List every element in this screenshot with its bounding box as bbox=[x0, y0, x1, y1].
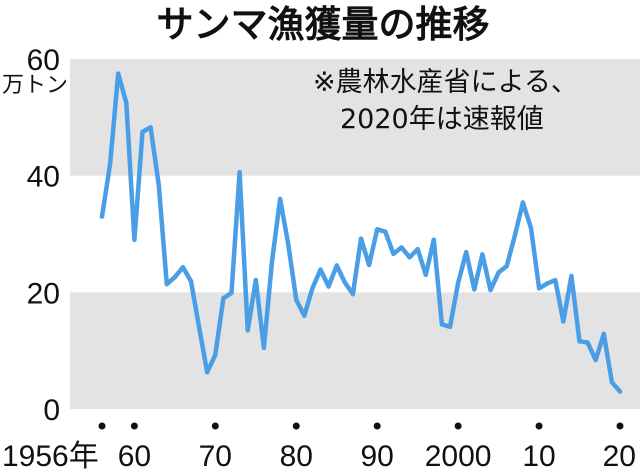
y-axis-ticks: 0 20 40 60 bbox=[27, 44, 60, 427]
data-point bbox=[326, 284, 331, 289]
data-point bbox=[318, 267, 323, 272]
data-point bbox=[302, 313, 307, 318]
data-point bbox=[196, 325, 202, 330]
y-tick-label: 0 bbox=[43, 394, 60, 427]
data-point bbox=[439, 322, 445, 327]
data-point bbox=[285, 241, 291, 247]
data-point bbox=[245, 328, 250, 333]
series-layer bbox=[99, 71, 623, 394]
data-point bbox=[366, 262, 372, 268]
data-point bbox=[342, 280, 348, 285]
data-point bbox=[277, 196, 283, 202]
band-0 bbox=[70, 292, 640, 409]
x-tick-label: 90 bbox=[361, 440, 394, 473]
data-point bbox=[334, 263, 339, 268]
data-point bbox=[480, 252, 485, 257]
y-tick-label: 20 bbox=[27, 277, 60, 310]
data-point bbox=[164, 281, 169, 287]
data-point bbox=[577, 339, 582, 344]
x-tick-mark bbox=[535, 422, 543, 430]
data-point bbox=[561, 319, 566, 324]
source-note: ※農林水産省による、 2020年は速報値 bbox=[313, 67, 578, 135]
data-point bbox=[504, 263, 509, 269]
data-point bbox=[593, 357, 598, 363]
data-point bbox=[115, 71, 121, 76]
data-point bbox=[294, 297, 299, 303]
data-point bbox=[528, 225, 534, 231]
x-tick-mark bbox=[98, 422, 106, 430]
background-bands bbox=[70, 59, 640, 409]
data-point bbox=[237, 169, 242, 175]
data-point bbox=[213, 352, 218, 357]
x-tick-label: 20 bbox=[603, 440, 636, 473]
data-point bbox=[609, 379, 615, 385]
data-point bbox=[269, 259, 275, 264]
x-tick-mark bbox=[454, 422, 462, 430]
data-point bbox=[140, 129, 145, 135]
data-point bbox=[188, 279, 194, 284]
data-point bbox=[180, 265, 186, 270]
data-point bbox=[553, 277, 558, 283]
data-point bbox=[415, 246, 420, 252]
y-tick-label: 40 bbox=[27, 161, 60, 194]
data-point bbox=[536, 286, 542, 291]
y-tick-label: 60 bbox=[27, 44, 60, 77]
data-point bbox=[261, 345, 267, 350]
data-point bbox=[601, 331, 607, 336]
x-tick-label: 60 bbox=[118, 440, 151, 473]
data-point bbox=[310, 286, 315, 291]
x-tick-mark bbox=[616, 422, 624, 430]
data-point bbox=[350, 291, 356, 297]
x-tick-label: 1956年 bbox=[2, 440, 99, 473]
band-1 bbox=[70, 59, 640, 176]
x-tick-mark bbox=[130, 422, 138, 430]
data-point bbox=[447, 324, 453, 329]
chart-title: サンマ漁獲量の推移 bbox=[157, 3, 490, 46]
source-note-line-1: ※農林水産省による、 bbox=[313, 67, 578, 98]
source-note-line-2: 2020年は速報値 bbox=[340, 104, 544, 135]
x-tick-label: 2000 bbox=[425, 440, 492, 473]
data-point bbox=[455, 280, 461, 286]
data-point bbox=[99, 214, 105, 219]
data-point bbox=[253, 277, 258, 283]
x-tick-label: 70 bbox=[199, 440, 232, 473]
data-point bbox=[358, 236, 364, 241]
data-point bbox=[221, 295, 226, 301]
data-point bbox=[585, 340, 590, 345]
data-point bbox=[496, 270, 501, 275]
data-point bbox=[407, 255, 412, 260]
data-point bbox=[148, 125, 153, 130]
data-point bbox=[512, 233, 517, 238]
x-tick-mark bbox=[211, 422, 219, 430]
data-point bbox=[132, 237, 137, 243]
x-tick-mark bbox=[292, 422, 300, 430]
data-point bbox=[205, 370, 210, 375]
data-point bbox=[472, 287, 477, 292]
data-point bbox=[374, 227, 380, 232]
data-point bbox=[488, 287, 493, 293]
data-point bbox=[124, 100, 129, 105]
data-point bbox=[520, 200, 526, 205]
data-point bbox=[229, 290, 234, 296]
data-point bbox=[544, 281, 550, 286]
data-point bbox=[423, 272, 428, 278]
data-point bbox=[156, 182, 161, 187]
data-point bbox=[431, 237, 437, 243]
data-point bbox=[464, 249, 469, 255]
data-point bbox=[172, 274, 178, 280]
y-axis-unit: 万トン bbox=[2, 73, 68, 98]
data-point bbox=[391, 251, 396, 257]
data-point bbox=[107, 161, 113, 167]
x-tick-mark bbox=[373, 422, 381, 430]
x-tick-label: 10 bbox=[522, 440, 555, 473]
x-axis-ticks: 1956年 60 70 80 90 2000 10 20 bbox=[2, 422, 636, 473]
data-point bbox=[569, 273, 574, 279]
data-point bbox=[399, 245, 404, 250]
x-tick-label: 80 bbox=[280, 440, 313, 473]
data-point bbox=[383, 229, 388, 234]
data-point bbox=[617, 389, 623, 394]
